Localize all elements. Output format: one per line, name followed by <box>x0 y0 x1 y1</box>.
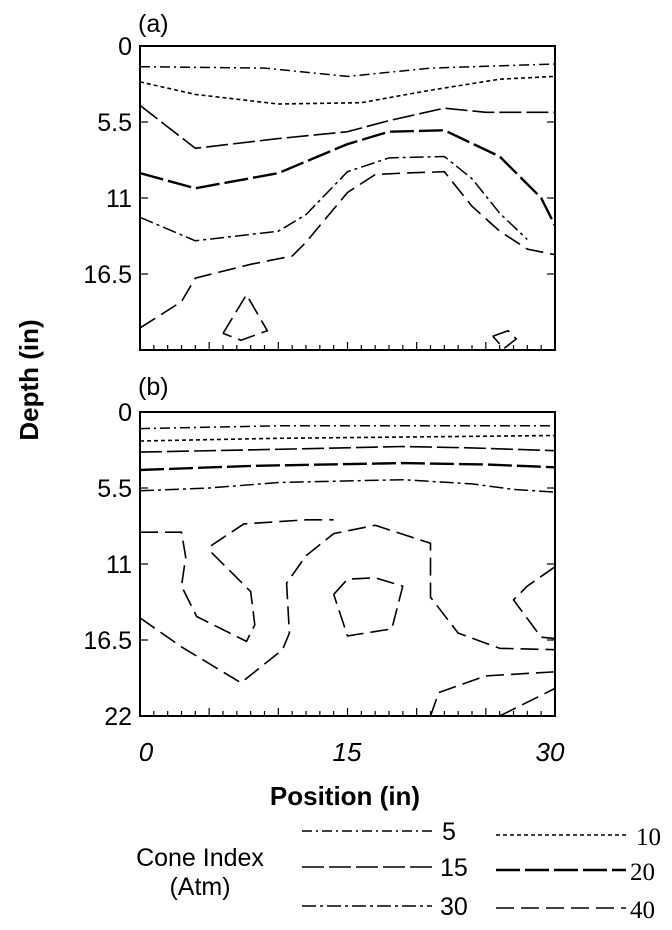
contour-line-40 <box>512 566 556 640</box>
y-tick-label: 0 <box>118 33 132 61</box>
contour-line-5 <box>139 425 555 430</box>
contour-line-40 <box>222 293 269 342</box>
y-tick-label: 16.5 <box>83 261 132 289</box>
y-axis-label: Depth (in) <box>14 319 44 440</box>
legend-lines <box>302 830 626 909</box>
panel-b-frame <box>139 411 556 717</box>
panel-b-y-tick-labels: 0 5.5 11 16.5 22 <box>83 399 132 731</box>
contour-line-40 <box>332 576 404 637</box>
legend-label: 30 <box>440 893 468 921</box>
contour-line-40 <box>499 687 556 717</box>
panel-a-ticks <box>139 45 556 351</box>
contour-line-20 <box>139 129 557 227</box>
panel-a-contours <box>139 63 557 350</box>
contour-line-40 <box>139 170 556 329</box>
contour-line-40 <box>429 671 556 717</box>
legend-title-line2: (Atm) <box>169 873 230 901</box>
legend-label: 15 <box>440 854 468 882</box>
contour-line-20 <box>139 461 556 472</box>
y-tick-label: 22 <box>104 703 132 731</box>
panel-a-y-tick-labels: 0 5.5 11 16.5 <box>83 33 132 289</box>
contour-line-40 <box>139 524 556 684</box>
contour-line-40 <box>140 518 334 643</box>
panel-b-contours <box>139 425 556 717</box>
x-tick-label: 30 <box>536 737 565 767</box>
panel-b-label: (b) <box>138 373 169 401</box>
panel-b-x-tick-labels: 0 15 30 <box>139 737 565 767</box>
panel-b: (b) 0 5.5 11 16.5 22 0 15 30 <box>83 373 565 767</box>
contour-line-15 <box>139 445 556 453</box>
x-tick-label: 15 <box>333 737 362 767</box>
y-tick-label: 11 <box>106 551 132 579</box>
contour-line-15 <box>139 104 555 150</box>
y-tick-label: 5.5 <box>97 109 132 137</box>
y-tick-label: 0 <box>118 399 132 427</box>
contour-line-5 <box>139 63 556 78</box>
panel-b-ticks <box>139 411 556 717</box>
legend-label: 5 <box>442 818 456 846</box>
legend-label: 40 <box>630 897 655 924</box>
contour-line-30 <box>139 478 556 493</box>
contour-line-40 <box>492 329 518 350</box>
legend-label: 10 <box>636 824 661 851</box>
y-tick-label: 16.5 <box>83 627 132 655</box>
legend-label: 20 <box>630 859 655 886</box>
x-axis-label: Position (in) <box>270 781 420 811</box>
y-tick-label: 5.5 <box>97 475 132 503</box>
x-tick-label: 0 <box>139 737 154 767</box>
panel-a-frame <box>139 45 556 351</box>
contour-line-10 <box>139 434 556 442</box>
contour-line-30 <box>139 155 528 242</box>
contour-line-10 <box>139 75 556 105</box>
legend: Cone Index (Atm) 5 10 15 20 30 40 <box>136 818 661 924</box>
y-tick-label: 11 <box>106 185 132 213</box>
panel-a: (a) 0 5.5 11 16.5 <box>83 10 557 351</box>
panel-a-label: (a) <box>138 10 169 38</box>
legend-title-line1: Cone Index <box>136 844 264 872</box>
